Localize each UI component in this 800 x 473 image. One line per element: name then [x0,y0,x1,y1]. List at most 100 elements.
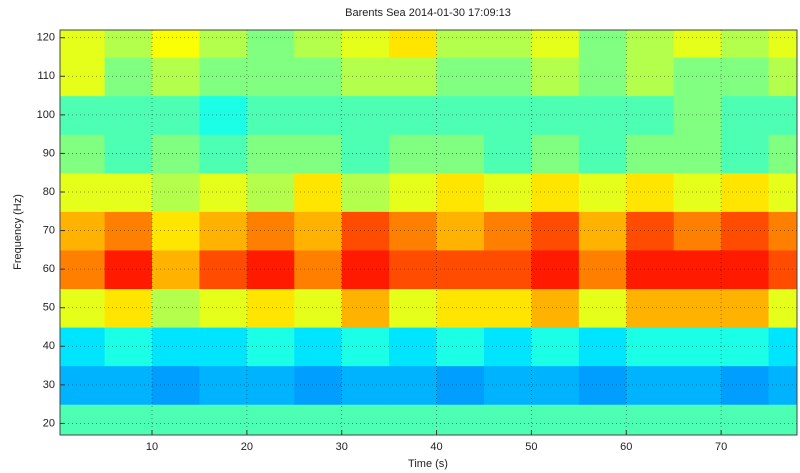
heatmap-cell [341,57,390,97]
x-tick-label: 10 [146,441,158,453]
heatmap-cell [389,134,438,174]
heatmap-cell [721,404,770,435]
axes: 10 20 30 40 50 60 70 20 30 40 50 60 70 80 90 100 110 120 [37,30,797,453]
heatmap-cell [721,95,770,135]
heatmap-cell [341,288,390,328]
y-axis-label: Frequency (Hz) [12,194,24,270]
heatmap-cell [199,134,248,174]
heatmap-cell [436,404,485,435]
y-tick-label: 40 [43,340,55,352]
heatmap-cell [531,327,580,367]
heatmap-cell [199,327,248,367]
heatmap-cell [60,249,106,290]
heatmap-cell [246,288,295,328]
heatmap-cell [294,95,343,135]
heatmap-cell [673,327,722,367]
heatmap-cell [341,404,390,435]
heatmap-cell [673,365,722,405]
x-tick-label: 60 [620,441,632,453]
heatmap-cell [294,365,343,405]
heatmap-cell [246,30,295,58]
heatmap-cell [578,134,627,174]
heatmap-cell [199,95,248,135]
heatmap-cell [436,30,485,58]
heatmap-cell [199,30,248,58]
heatmap-cell [294,57,343,97]
heatmap-cell [389,288,438,328]
y-tick-label: 30 [43,379,55,391]
heatmap-cell [294,172,343,212]
heatmap-cell [152,30,201,58]
heatmap-cell [531,134,580,174]
heatmap-cell [721,172,770,212]
heatmap-cell [578,172,627,212]
heatmap-cell [246,327,295,367]
y-tick-label: 50 [43,302,55,314]
heatmap-cell [389,365,438,405]
x-tick-label: 50 [525,441,537,453]
heatmap-cell [60,327,106,367]
heatmap-cell [673,288,722,328]
heatmap-cell [673,95,722,135]
heatmap-cell [389,95,438,135]
heatmap-cell [341,365,390,405]
heatmap-cell [483,404,533,435]
x-tick-label: 40 [430,441,442,453]
heatmap-cell [768,30,797,58]
heatmap-cell [626,95,675,135]
heatmap-cell [389,249,438,290]
heatmap-cell [626,404,675,435]
heatmap-cell [199,288,248,328]
heatmap-cell [721,365,770,405]
heatmap-cell [389,404,438,435]
heatmap-cell [104,404,153,435]
chart-title: Barents Sea 2014-01-30 17:09:13 [345,7,511,19]
heatmap-cell [626,134,675,174]
y-tick-label: 100 [37,109,55,121]
heatmap-cell [626,172,675,212]
heatmap-cell [60,211,106,251]
y-tick-label: 120 [37,32,55,44]
heatmap-cell [578,404,627,435]
heatmap-cell [721,57,770,97]
y-tick-label: 80 [43,186,55,198]
heatmap-cell [389,30,438,58]
heatmap-cell [389,327,438,367]
heatmap-cell [389,211,438,251]
heatmap-cell [673,30,722,58]
heatmap-cell [199,172,248,212]
heatmap-cell [531,95,580,135]
x-tick-label: 70 [715,441,727,453]
heatmap-cell [578,327,627,367]
heatmap-cell [531,30,580,58]
heatmap-cell [246,57,295,97]
heatmap-cell [578,95,627,135]
heatmap-cell [60,30,106,58]
heatmap-cell [673,57,722,97]
heatmap-cell [341,172,390,212]
heatmap-cell [294,211,343,251]
heatmap-cell [246,249,295,290]
heatmap-cell [199,249,248,290]
heatmap-cell [578,30,627,58]
heatmap-cell [60,288,106,328]
heatmap-cell [626,365,675,405]
heatmap-cell [60,172,106,212]
heatmap-cell [341,95,390,135]
heatmap-cell [626,30,675,58]
x-tick-label: 20 [241,441,253,453]
heatmap-cell [246,365,295,405]
heatmap-cell [294,30,343,58]
heatmap-cell [531,288,580,328]
heatmap-cell [578,57,627,97]
heatmap-cell [721,249,770,290]
heatmap-cell [294,288,343,328]
y-tick-label: 70 [43,224,55,236]
heatmap-cell [626,57,675,97]
heatmap-cell [531,172,580,212]
heatmap-cell [246,134,295,174]
heatmap-cell [673,211,722,251]
heatmap-cell [673,172,722,212]
heatmap-cell [626,211,675,251]
heatmap-cell [721,211,770,251]
